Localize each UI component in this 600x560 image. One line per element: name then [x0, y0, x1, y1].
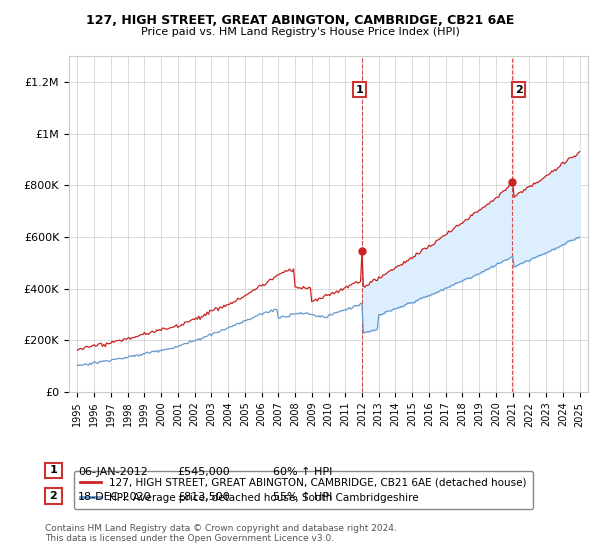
Text: Contains HM Land Registry data © Crown copyright and database right 2024.
This d: Contains HM Land Registry data © Crown c…	[45, 524, 397, 543]
Text: £545,000: £545,000	[177, 466, 230, 477]
Text: £813,500: £813,500	[177, 492, 230, 502]
Text: 06-JAN-2012: 06-JAN-2012	[78, 466, 148, 477]
Text: 127, HIGH STREET, GREAT ABINGTON, CAMBRIDGE, CB21 6AE: 127, HIGH STREET, GREAT ABINGTON, CAMBRI…	[86, 14, 514, 27]
Text: 18-DEC-2020: 18-DEC-2020	[78, 492, 152, 502]
Text: 2: 2	[515, 85, 523, 95]
Text: 55% ↑ HPI: 55% ↑ HPI	[273, 492, 332, 502]
Text: Price paid vs. HM Land Registry's House Price Index (HPI): Price paid vs. HM Land Registry's House …	[140, 27, 460, 37]
Text: 60% ↑ HPI: 60% ↑ HPI	[273, 466, 332, 477]
Text: 1: 1	[50, 465, 57, 475]
Text: 2: 2	[50, 491, 57, 501]
Text: 1: 1	[356, 85, 364, 95]
Legend: 127, HIGH STREET, GREAT ABINGTON, CAMBRIDGE, CB21 6AE (detached house), HPI: Ave: 127, HIGH STREET, GREAT ABINGTON, CAMBRI…	[74, 471, 533, 509]
